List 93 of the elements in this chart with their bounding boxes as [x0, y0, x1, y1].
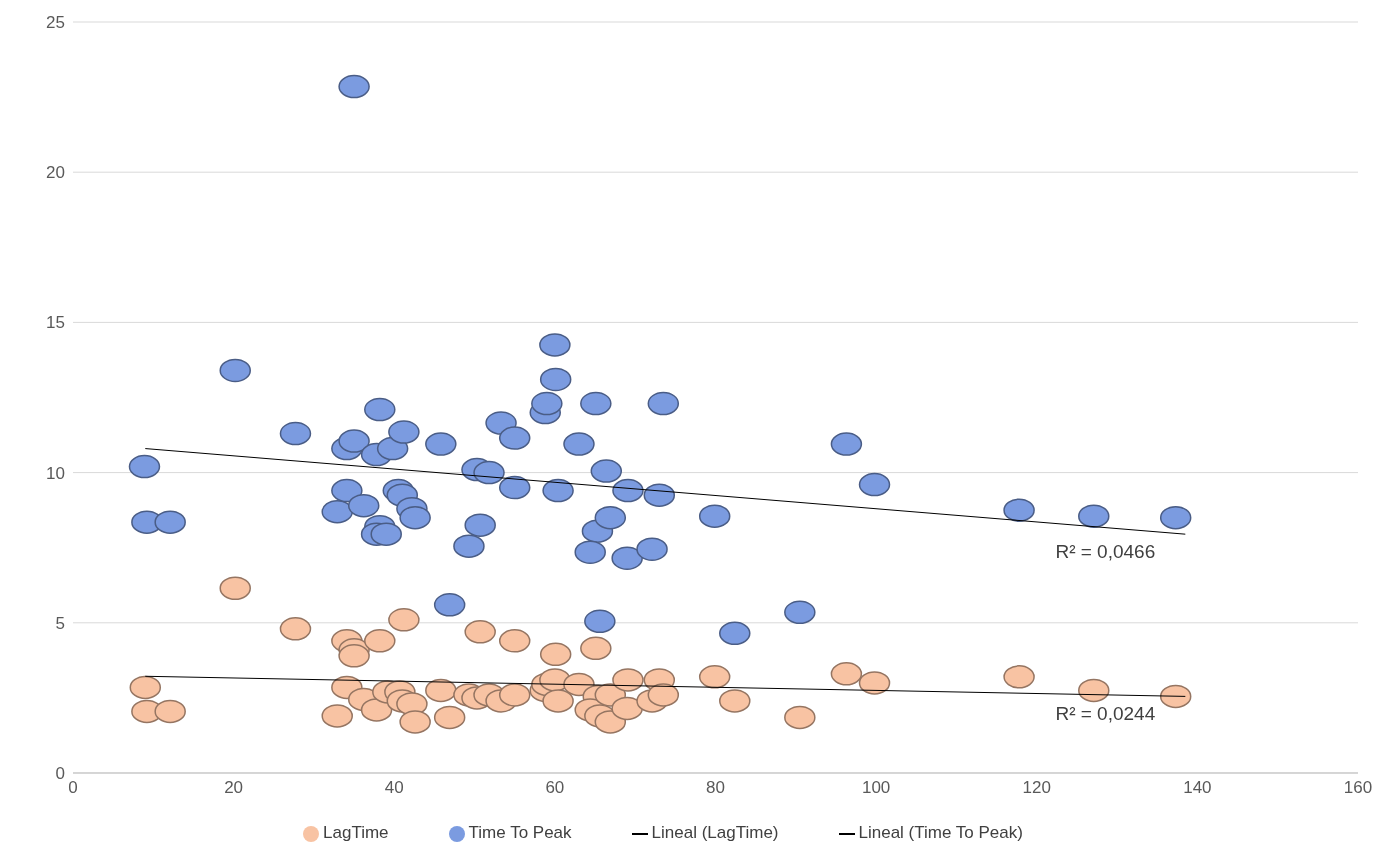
annotation: R² = 0,0244	[1055, 702, 1156, 724]
point	[584, 609, 616, 634]
point	[473, 460, 505, 485]
point	[594, 505, 627, 530]
point	[1078, 504, 1110, 528]
x-tick-label: 80	[706, 778, 725, 798]
point	[433, 593, 466, 617]
point	[279, 617, 312, 641]
point	[698, 665, 731, 689]
point	[542, 478, 574, 503]
point	[580, 636, 612, 661]
y-tick-label: 10	[46, 463, 65, 483]
x-tick-label: 140	[1183, 778, 1212, 798]
point	[1078, 678, 1110, 703]
point	[590, 459, 623, 483]
x-tick-label: 0	[68, 778, 78, 798]
y-tick-label: 25	[46, 13, 65, 33]
point	[464, 620, 496, 644]
point	[129, 675, 162, 700]
point	[321, 499, 353, 524]
point	[388, 608, 420, 632]
y-tick-label: 0	[55, 764, 65, 784]
point	[830, 432, 863, 456]
point	[399, 505, 431, 530]
point	[154, 699, 186, 724]
point	[580, 391, 612, 416]
point	[219, 576, 251, 600]
point	[279, 421, 312, 446]
point	[563, 432, 595, 456]
point	[647, 683, 680, 707]
point	[498, 426, 531, 450]
point	[643, 483, 676, 507]
point	[698, 504, 731, 528]
point	[425, 432, 457, 456]
legend-label: Lineal (Time To Peak)	[858, 823, 1023, 842]
point	[574, 540, 606, 564]
point	[531, 391, 563, 416]
point	[219, 358, 251, 383]
point	[128, 454, 161, 479]
point	[321, 704, 353, 728]
point	[347, 493, 380, 518]
y-tick-label: 15	[46, 313, 65, 333]
point	[498, 683, 531, 707]
point	[784, 705, 816, 730]
x-tick-label: 40	[384, 778, 404, 798]
point	[539, 642, 572, 667]
point	[425, 678, 457, 703]
point	[338, 74, 370, 99]
point	[360, 698, 393, 722]
point	[399, 710, 431, 734]
point	[1159, 684, 1192, 709]
annotation: R² = 0,0466	[1055, 540, 1156, 562]
point	[784, 600, 816, 625]
x-tick-label: 120	[1022, 778, 1051, 798]
x-tick-label: 20	[224, 778, 244, 798]
point	[539, 333, 571, 357]
point	[647, 391, 680, 416]
point	[611, 546, 643, 570]
y-tick-label: 5	[55, 613, 65, 633]
point	[154, 510, 186, 534]
point	[611, 696, 643, 721]
point	[498, 475, 531, 500]
point	[719, 621, 751, 646]
point	[612, 668, 644, 692]
point	[338, 644, 370, 668]
point	[1159, 505, 1192, 530]
legend-label: Lineal (LagTime)	[651, 823, 779, 842]
point	[858, 472, 891, 497]
point	[364, 629, 396, 653]
point	[498, 629, 531, 653]
point	[433, 705, 466, 730]
x-tick-label: 100	[861, 778, 891, 798]
point	[542, 689, 574, 713]
point	[464, 513, 496, 537]
point	[331, 478, 363, 503]
point	[719, 689, 751, 713]
point	[453, 534, 485, 558]
point	[338, 429, 370, 453]
y-tick-label: 20	[46, 163, 65, 183]
legend-label: LagTime	[323, 823, 389, 842]
point	[636, 537, 668, 561]
point	[1003, 665, 1035, 689]
point	[364, 397, 396, 422]
point	[1003, 498, 1035, 522]
point	[858, 671, 891, 695]
point	[612, 478, 644, 503]
legend-label: Time To Peak	[468, 823, 572, 842]
x-tick-label: 60	[545, 778, 565, 798]
point	[388, 420, 420, 444]
point	[370, 522, 402, 546]
point	[539, 367, 572, 392]
point	[830, 662, 863, 686]
x-tick-label: 160	[1343, 778, 1373, 798]
